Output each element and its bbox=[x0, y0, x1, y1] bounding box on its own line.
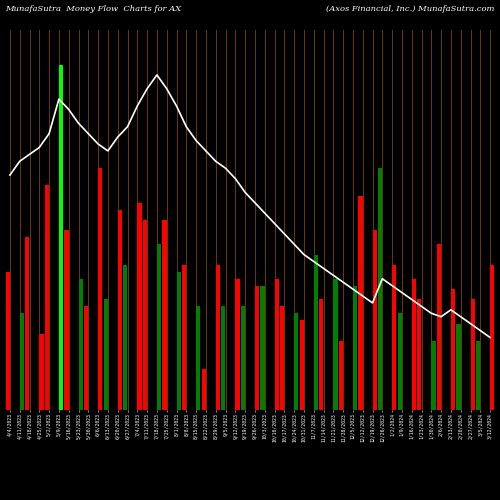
Bar bbox=[143, 220, 147, 410]
Bar bbox=[104, 300, 108, 410]
Bar bbox=[294, 314, 298, 410]
Bar bbox=[236, 278, 240, 410]
Bar bbox=[437, 244, 441, 410]
Text: (Axos Financial, Inc.) MunafaSutra.com: (Axos Financial, Inc.) MunafaSutra.com bbox=[326, 5, 495, 13]
Bar bbox=[280, 306, 284, 410]
Bar bbox=[118, 210, 122, 410]
Bar bbox=[59, 64, 63, 410]
Bar bbox=[320, 300, 324, 410]
Bar bbox=[255, 286, 259, 410]
Bar bbox=[241, 306, 245, 410]
Bar bbox=[176, 272, 180, 410]
Bar bbox=[392, 265, 396, 410]
Bar bbox=[202, 368, 206, 410]
Bar bbox=[196, 306, 200, 410]
Bar bbox=[124, 265, 128, 410]
Bar bbox=[20, 314, 24, 410]
Bar bbox=[6, 272, 10, 410]
Bar bbox=[162, 220, 166, 410]
Bar bbox=[353, 286, 357, 410]
Bar bbox=[45, 186, 49, 410]
Bar bbox=[274, 278, 278, 410]
Bar bbox=[98, 168, 102, 410]
Bar bbox=[490, 265, 494, 410]
Bar bbox=[378, 168, 382, 410]
Bar bbox=[78, 278, 82, 410]
Bar bbox=[84, 306, 88, 410]
Bar bbox=[339, 341, 343, 410]
Bar bbox=[358, 196, 362, 410]
Bar bbox=[222, 306, 226, 410]
Bar bbox=[432, 341, 436, 410]
Bar bbox=[451, 289, 455, 410]
Bar bbox=[412, 278, 416, 410]
Bar bbox=[334, 278, 338, 410]
Bar bbox=[470, 300, 474, 410]
Bar bbox=[456, 324, 460, 410]
Bar bbox=[476, 341, 480, 410]
Text: MunafaSutra  Money Flow  Charts for AX: MunafaSutra Money Flow Charts for AX bbox=[5, 5, 181, 13]
Bar bbox=[64, 230, 68, 410]
Bar bbox=[182, 265, 186, 410]
Bar bbox=[260, 286, 264, 410]
Bar bbox=[26, 238, 30, 410]
Bar bbox=[157, 244, 161, 410]
Bar bbox=[372, 230, 376, 410]
Bar bbox=[418, 300, 422, 410]
Bar bbox=[314, 254, 318, 410]
Bar bbox=[40, 334, 44, 410]
Bar bbox=[300, 320, 304, 410]
Bar bbox=[138, 202, 141, 410]
Bar bbox=[398, 314, 402, 410]
Bar bbox=[216, 265, 220, 410]
